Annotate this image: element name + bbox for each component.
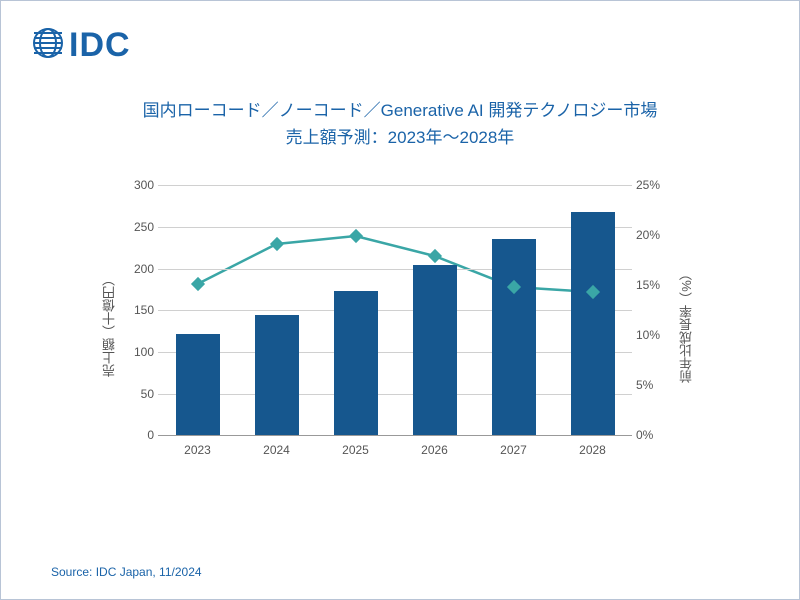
plot-area: [158, 185, 632, 436]
x-tick: 2027: [492, 443, 536, 457]
x-tick: 2025: [334, 443, 378, 457]
globe-icon: [31, 26, 65, 65]
y2-tick: 10%: [636, 328, 670, 342]
logo-text: IDC: [69, 26, 131, 65]
y1-tick: 300: [122, 178, 154, 192]
y2-tick: 15%: [636, 278, 670, 292]
y1-tick: 0: [122, 428, 154, 442]
y2-tick: 5%: [636, 378, 670, 392]
source-text: Source: IDC Japan, 11/2024: [51, 565, 202, 579]
y2-tick: 0%: [636, 428, 670, 442]
bar: [492, 239, 536, 436]
y2-axis-label: 前年比成長率（%）: [677, 268, 696, 384]
y1-tick: 150: [122, 303, 154, 317]
bar: [255, 315, 299, 436]
grid-line: [158, 310, 632, 311]
bar: [334, 291, 378, 435]
slide-frame: IDC 国内ローコード／ノーコード／Generative AI 開発テクノロジー…: [0, 0, 800, 600]
y2-tick: 20%: [636, 228, 670, 242]
y1-tick: 50: [122, 387, 154, 401]
grid-line: [158, 185, 632, 186]
y1-tick: 100: [122, 345, 154, 359]
x-tick: 2026: [413, 443, 457, 457]
chart: 売上額（十億円） 前年比成長率（%） 0 50 100 150 200 250 300 0% 5…: [90, 175, 710, 475]
y1-tick: 200: [122, 262, 154, 276]
y1-axis-label: 売上額（十億円）: [100, 273, 119, 377]
y2-tick: 25%: [636, 178, 670, 192]
title-line-1: 国内ローコード／ノーコード／Generative AI 開発テクノロジー市場: [31, 97, 769, 124]
bar: [413, 265, 457, 435]
grid-line: [158, 269, 632, 270]
bar: [176, 334, 220, 436]
idc-logo: IDC: [31, 26, 769, 65]
title-line-2: 売上額予測：2023年〜2028年: [31, 124, 769, 151]
grid-line: [158, 227, 632, 228]
x-tick: 2028: [571, 443, 615, 457]
y1-tick: 250: [122, 220, 154, 234]
bar: [571, 212, 615, 435]
grid-line: [158, 394, 632, 395]
x-tick: 2024: [255, 443, 299, 457]
grid-line: [158, 352, 632, 353]
x-tick: 2023: [176, 443, 220, 457]
chart-title: 国内ローコード／ノーコード／Generative AI 開発テクノロジー市場 売…: [31, 97, 769, 151]
